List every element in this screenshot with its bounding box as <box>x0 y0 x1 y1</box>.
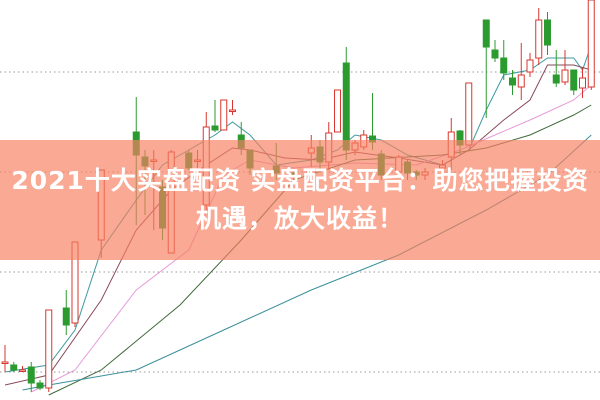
candle-down <box>482 19 490 48</box>
candle-up <box>587 0 595 88</box>
candle-up <box>561 69 569 83</box>
candle-up <box>220 99 228 131</box>
candle-up <box>465 82 473 146</box>
candle-up <box>229 109 236 112</box>
candle-up <box>1 361 9 364</box>
candle-up <box>579 77 586 89</box>
candle-up <box>535 19 543 59</box>
candle-up <box>45 309 53 389</box>
candle-down <box>500 57 508 74</box>
banner-title-line2: 机遇，放大收益！ <box>195 204 404 233</box>
banner-title-line1: 2021十大实盘配资 实盘配资平台：助您把握投资 <box>11 166 589 195</box>
candle-down <box>36 382 44 389</box>
candle-down <box>27 366 35 384</box>
candle-up <box>19 369 26 372</box>
candle-up <box>526 59 534 73</box>
candle-down <box>211 125 219 131</box>
candle-down <box>552 74 560 84</box>
candle-down <box>544 19 551 46</box>
candle-down <box>62 307 70 326</box>
title-banner: 2021十大实盘配资 实盘配资平台：助您把握投资 机遇，放大收益！ <box>0 140 600 260</box>
candle-down <box>491 49 499 59</box>
candle-down <box>342 62 350 151</box>
candle-down <box>509 77 516 86</box>
candle-down <box>10 364 18 371</box>
candle-down <box>570 69 578 91</box>
candle-up <box>334 89 341 133</box>
candle-up <box>517 74 525 88</box>
